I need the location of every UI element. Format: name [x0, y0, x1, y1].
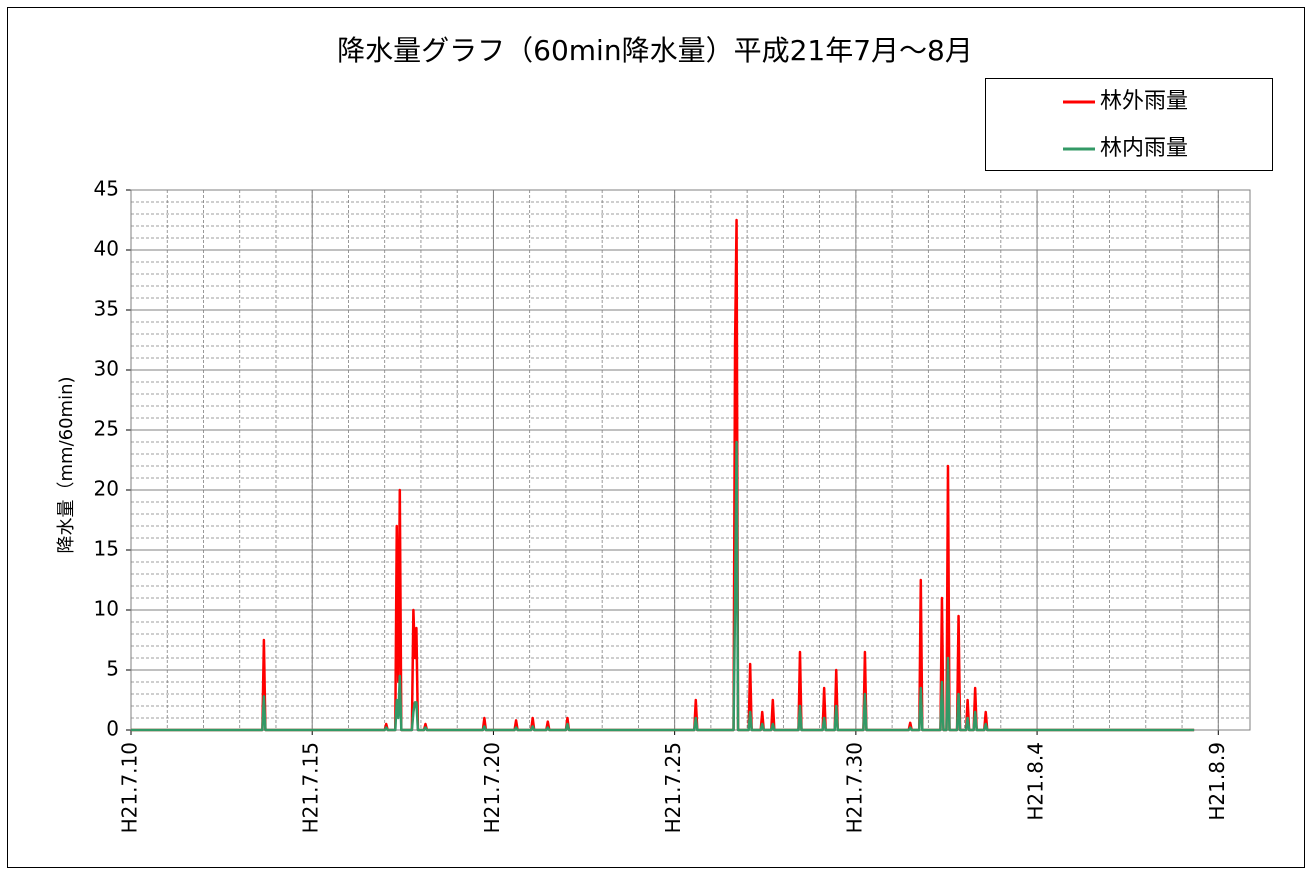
legend-label: 林内雨量 [1100, 136, 1188, 161]
y-tick-label: 15 [94, 537, 119, 561]
y-axis-label: 降水量（mm/60min) [56, 376, 77, 553]
chart-title: 降水量グラフ（60min降水量）平成21年7月～8月 [337, 34, 973, 67]
x-tick-label: H21.7.15 [299, 742, 323, 833]
x-tick-label: H21.7.10 [118, 742, 142, 833]
y-tick-label: 0 [106, 717, 119, 741]
x-tick-label: H21.7.20 [480, 742, 504, 833]
x-tick-label: H21.8.4 [1024, 742, 1048, 821]
y-tick-label: 40 [94, 237, 119, 261]
data-line [131, 440, 1195, 732]
y-tick-label: 25 [94, 417, 119, 441]
x-tick-label: H21.7.25 [661, 742, 685, 833]
y-tick-label: 35 [94, 297, 119, 321]
plot-area [131, 190, 1250, 730]
y-tick-label: 20 [94, 477, 119, 501]
data-line [131, 218, 1195, 732]
x-tick-label: H21.8.9 [1205, 742, 1229, 821]
y-tick-label: 5 [106, 657, 119, 681]
legend [985, 78, 1273, 171]
legend-label: 林外雨量 [1100, 89, 1188, 114]
y-tick-label: 10 [94, 597, 119, 621]
y-tick-label: 30 [94, 357, 119, 381]
y-tick-label: 45 [94, 177, 119, 201]
x-tick-label: H21.7.30 [842, 742, 866, 833]
